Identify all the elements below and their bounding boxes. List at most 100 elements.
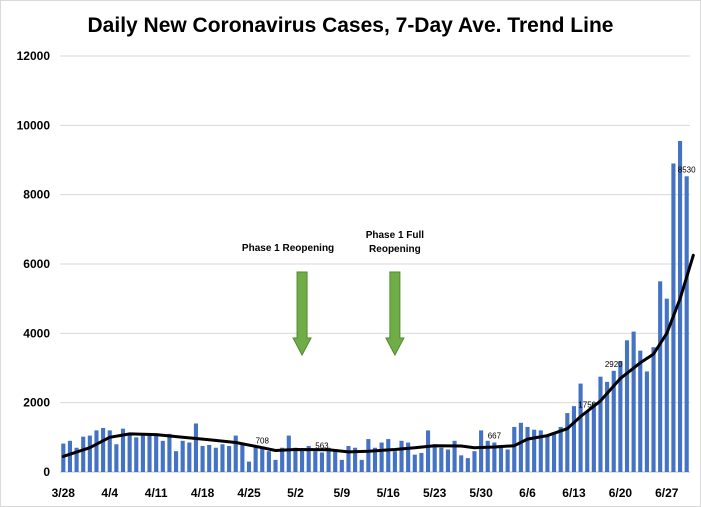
bar [638,350,643,472]
chart-title: Daily New Coronavirus Cases, 7-Day Ave. … [87,14,614,37]
bar [286,435,291,472]
data-label: 563 [315,441,329,450]
bar [498,447,504,472]
bar [140,435,145,472]
y-tick-label: 6000 [23,257,50,271]
bar [94,430,99,472]
bar [565,413,570,472]
bar [313,451,318,472]
annotation-text: Phase 1 Full [366,230,425,241]
bar [571,406,577,472]
annotation: Phase 1 Full Reopening [366,230,425,357]
gridlines [60,55,690,473]
bar [465,458,470,472]
bar [87,435,92,472]
x-axis: 3/28 4/4 4/11 4/18 4/25 5/2 5/9 5/16 5/23 5/30 6/6… [52,486,679,500]
bar [127,433,132,472]
bar [585,411,590,472]
bar [101,427,106,472]
bar [684,176,689,472]
bar [532,429,537,472]
bar [339,459,344,472]
bar [260,447,265,472]
annotation-text: Phase 1 Reopening [242,243,334,254]
bar [220,444,225,472]
bar [644,371,649,472]
bar [485,440,490,472]
bar [452,440,457,472]
y-tick-label: 2000 [23,396,50,410]
bar [120,428,126,472]
x-tick-label: 4/11 [145,486,168,500]
annotation: Phase 1 Reopening [242,243,334,357]
green-arrow-icon [385,271,405,357]
y-tick-label: 10000 [17,118,51,132]
annotations: Phase 1 Reopening Phase 1 Full Reopening [242,230,425,357]
bar [611,370,616,472]
y-tick-label: 4000 [23,326,50,340]
annotation-text: Reopening [369,244,421,255]
trend-line [61,253,695,458]
bar [538,430,543,472]
bar [114,444,119,472]
bar [326,447,331,472]
bar [677,140,683,472]
bar [545,435,550,472]
bar [193,423,199,472]
data-label: 667 [488,432,502,441]
bar [605,381,610,472]
x-tick-label: 5/30 [469,486,493,500]
data-labels: 708 563 667 1750 2920 8530 [256,165,697,450]
x-tick-label: 6/27 [655,486,679,500]
bar [618,361,623,472]
bar [293,447,298,472]
x-tick-label: 6/13 [562,486,586,500]
bar [266,451,271,472]
x-tick-label: 5/9 [333,486,350,500]
bar [134,437,139,472]
data-label: 2920 [605,360,623,369]
green-arrow-icon [292,271,312,357]
bar [359,459,364,472]
bar [505,449,510,472]
bar [651,347,656,472]
trend-line-group [61,253,695,458]
x-tick-label: 6/6 [519,486,536,500]
bar [306,446,311,472]
bar [412,454,417,472]
bar [180,440,185,472]
bar [173,451,179,472]
bar [624,340,630,472]
x-tick-label: 3/28 [52,486,76,500]
x-tick-label: 6/20 [609,486,633,500]
bar [273,459,278,472]
bar [386,439,391,472]
bar [319,452,325,472]
bar [160,440,165,472]
bar [253,447,258,472]
bar [518,422,523,472]
bar [425,430,431,472]
data-label: 1750 [578,400,596,409]
bar [439,447,444,472]
bar [512,426,517,472]
bar [459,455,464,472]
bar [154,434,159,472]
bar [346,446,351,472]
bar [479,430,484,472]
bar [81,436,86,472]
bar [472,451,477,472]
bar [240,444,245,472]
x-tick-label: 4/25 [237,486,261,500]
data-label: 708 [256,436,270,445]
data-label: 8530 [678,165,696,174]
x-tick-label: 4/18 [191,486,215,500]
bar [74,447,79,472]
bar [525,426,530,472]
bar [658,281,663,472]
bar [578,383,583,472]
bar [399,440,404,472]
y-axis: 0 2000 4000 6000 8000 10000 12000 [17,49,51,479]
bar [492,442,497,472]
